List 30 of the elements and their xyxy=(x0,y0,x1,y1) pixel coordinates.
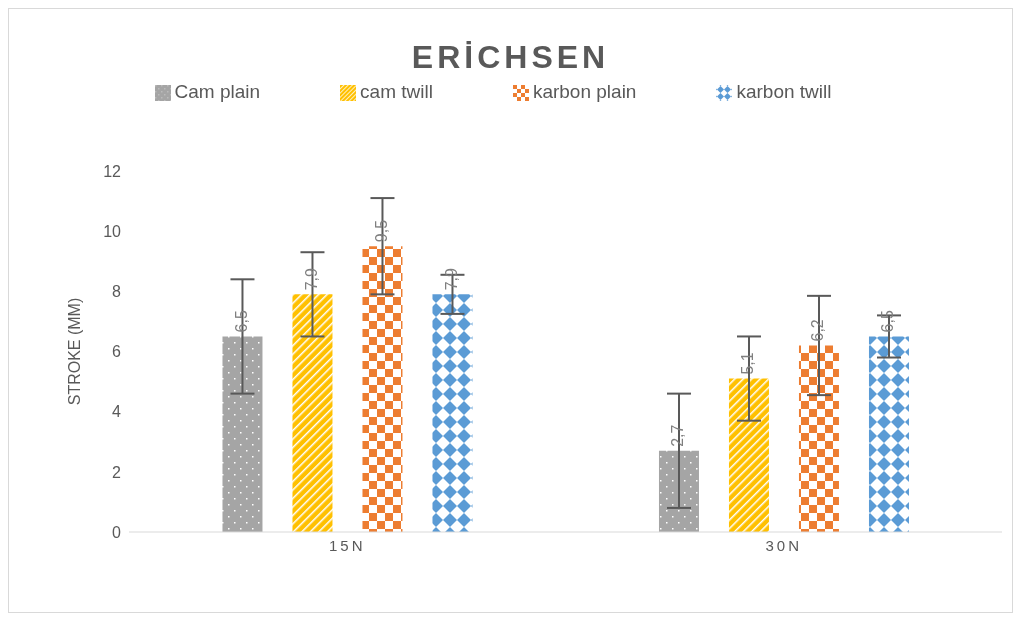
y-tick-label: 4 xyxy=(112,403,122,421)
data-label: 7,9 xyxy=(302,268,320,291)
data-label: 6,2 xyxy=(809,319,827,342)
data-label: 9,5 xyxy=(372,219,390,243)
bar xyxy=(222,336,263,532)
data-label: 2,7 xyxy=(669,424,687,447)
bar xyxy=(362,246,403,532)
bar xyxy=(868,336,909,532)
y-tick-label: 0 xyxy=(112,523,122,541)
legend-label: karbon plain xyxy=(532,81,637,102)
legend-label: cam twill xyxy=(360,81,433,102)
chart-title: ERİCHSEN xyxy=(410,39,611,76)
x-tick-label: 15N xyxy=(328,536,366,554)
x-tick-label: 30N xyxy=(765,536,803,554)
y-axis-title: STROKE (MM) xyxy=(65,297,83,406)
bar xyxy=(728,378,769,532)
legend-label: karbon twill xyxy=(736,81,832,102)
y-tick-label: 2 xyxy=(112,463,122,481)
y-tick-label: 10 xyxy=(103,222,122,240)
data-label: 6,5 xyxy=(879,310,897,333)
y-tick-label: 8 xyxy=(112,283,122,301)
bar xyxy=(798,345,839,532)
bar xyxy=(658,450,699,532)
y-tick-label: 12 xyxy=(103,162,122,180)
legend-label: Cam plain xyxy=(174,81,261,102)
y-tick-label: 6 xyxy=(112,343,122,361)
bar xyxy=(292,294,333,532)
bar xyxy=(432,294,473,532)
data-label: 5,1 xyxy=(739,352,757,375)
data-label: 6,5 xyxy=(232,310,250,333)
